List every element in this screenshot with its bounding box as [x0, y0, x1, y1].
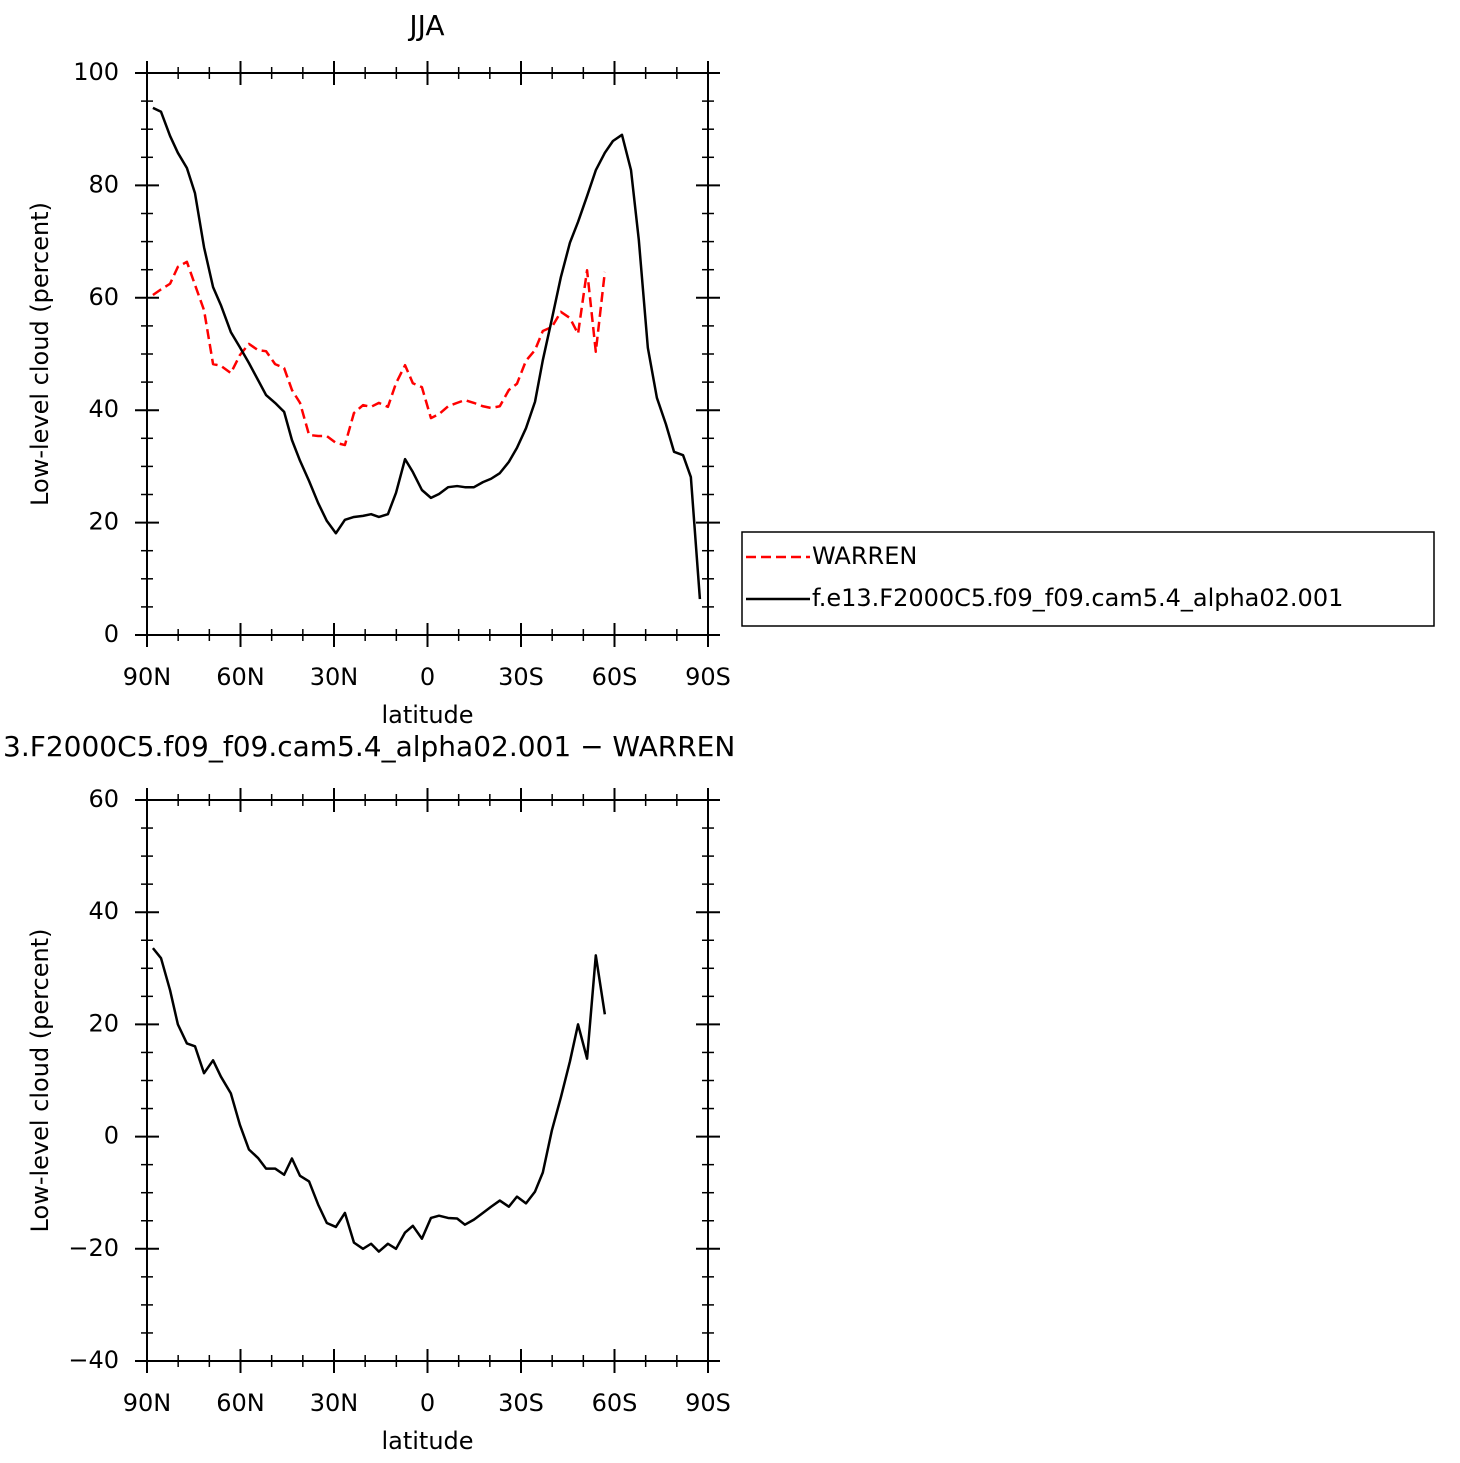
- y-tick-label: 0: [104, 1122, 119, 1150]
- y-tick-label: 20: [88, 508, 119, 536]
- x-tick-label: 90S: [685, 1389, 731, 1417]
- data-line: [152, 106, 702, 600]
- y-tick-label: −40: [68, 1346, 119, 1374]
- x-tick-label: 90N: [123, 1389, 172, 1417]
- y-tick-label: −20: [68, 1234, 119, 1262]
- y-tick-label: 40: [88, 897, 119, 925]
- y-tick-label: 0: [104, 620, 119, 648]
- plot-frame: [146, 799, 709, 1362]
- legend-label: WARREN: [812, 542, 917, 570]
- x-tick-label: 30N: [310, 663, 359, 691]
- x-tick-label: 60N: [216, 663, 265, 691]
- y-tick-label: 80: [88, 170, 119, 198]
- x-tick-label: 0: [420, 663, 435, 691]
- legend-box: [741, 531, 1435, 627]
- y-tick-label: 60: [88, 283, 119, 311]
- x-tick-label: 30S: [498, 663, 544, 691]
- x-tick-label: 90N: [123, 663, 172, 691]
- x-tick-label: 30N: [310, 1389, 359, 1417]
- y-tick-label: 40: [88, 395, 119, 423]
- x-tick-label: 60S: [592, 663, 638, 691]
- data-line: [152, 260, 607, 447]
- chart-title: JJA: [407, 9, 444, 42]
- y-axis-label: Low-level cloud (percent): [26, 202, 54, 506]
- legend-label: f.e13.F2000C5.f09_f09.cam5.4_alpha02.001: [812, 584, 1343, 612]
- y-axis-label: Low-level cloud (percent): [26, 929, 54, 1233]
- x-tick-label: 30S: [498, 1389, 544, 1417]
- x-tick-label: 60N: [216, 1389, 265, 1417]
- plot-frame: [146, 72, 709, 636]
- chart-title: 3.F2000C5.f09_f09.cam5.4_alpha02.001 − W…: [3, 730, 735, 763]
- x-tick-label: 0: [420, 1389, 435, 1417]
- y-tick-label: 100: [73, 58, 119, 86]
- x-tick-label: 60S: [592, 1389, 638, 1417]
- x-axis-label: latitude: [381, 1427, 473, 1455]
- y-tick-label: 20: [88, 1009, 119, 1037]
- x-tick-label: 90S: [685, 663, 731, 691]
- x-axis-label: latitude: [381, 701, 473, 729]
- y-tick-label: 60: [88, 785, 119, 813]
- data-line: [151, 947, 607, 1253]
